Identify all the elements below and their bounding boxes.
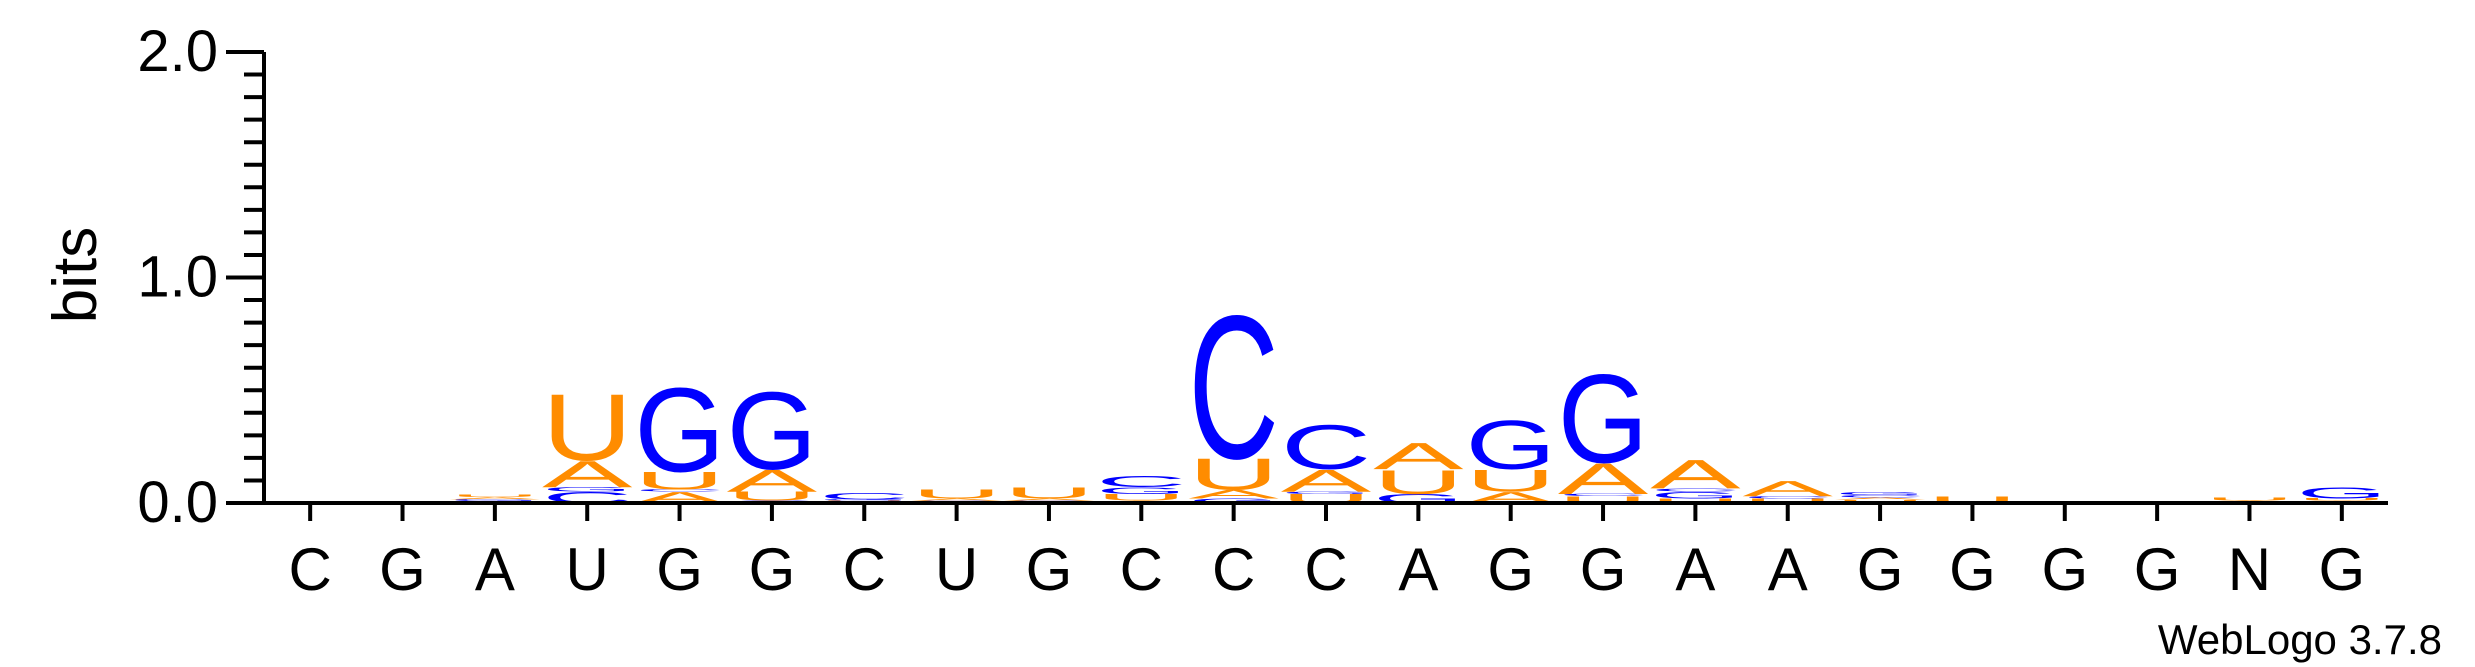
x-tick-label: G <box>1026 536 1073 603</box>
logo-letter: G <box>2297 484 2387 502</box>
logo-letter: C <box>819 491 910 502</box>
logo-stacks: CGAUCGAUACUGCUAGAUGCCGAUCGAUAUGCGAUCUGAC… <box>450 272 2387 506</box>
logo-letter: U <box>450 494 541 498</box>
x-tick-label: G <box>1949 536 1996 603</box>
logo-letter: G <box>634 364 724 498</box>
logo-letter: A <box>1281 463 1372 498</box>
x-tick-label: G <box>379 536 426 603</box>
logo-letter: U <box>1373 463 1464 501</box>
logo-letter: U <box>542 375 633 481</box>
y-tick-label: 1.0 <box>137 245 218 310</box>
logo-stack: CUAG <box>727 370 818 504</box>
logo-letter: U <box>1465 463 1556 498</box>
x-tick-label: G <box>1857 536 1904 603</box>
logo-letter: G <box>1558 348 1648 489</box>
x-tick-label: U <box>935 536 978 603</box>
logo-stack: UCA <box>1742 476 1833 504</box>
logo-stack: AUG <box>1465 407 1556 506</box>
logo-letter: U <box>911 487 1002 501</box>
x-tick-label: U <box>566 536 609 603</box>
y-tick-label: 0.0 <box>137 470 218 535</box>
logo-letter: G <box>819 499 909 501</box>
logo-letter: U <box>727 489 818 503</box>
x-tick-label: C <box>1120 536 1163 603</box>
logo-letter: A <box>1558 455 1649 504</box>
logo-letter: A <box>1835 497 1925 501</box>
logo-letter: A <box>1188 487 1280 501</box>
logo-letter: U <box>1650 497 1741 504</box>
logo-stack: GUA <box>1373 435 1464 505</box>
x-tick-label: C <box>1304 536 1347 603</box>
logo-letter: C <box>1096 473 1187 491</box>
logo-letter: A <box>450 497 540 501</box>
x-tick-label: G <box>1580 536 1627 603</box>
logo-letter: U <box>2204 496 2295 501</box>
logo-letter: U <box>1742 497 1833 504</box>
y-tick-label: 2.0 <box>137 19 218 84</box>
logo-letter: A <box>542 453 633 495</box>
logo-letter: G <box>450 499 540 502</box>
logo-letter: U <box>1927 494 2018 505</box>
logo-letter: U <box>1004 484 1095 502</box>
logo-letter: A <box>1004 498 1094 502</box>
logo-letter: C <box>1188 272 1279 501</box>
y-axis: 0.0 1.0 2.0 <box>137 19 266 535</box>
logo-letter: A <box>1650 452 1741 498</box>
logo-stack: AUGC <box>1096 473 1187 504</box>
logo-letter: A <box>1373 435 1464 477</box>
logo-letter: G <box>1096 486 1186 497</box>
x-tick-label: G <box>2318 536 2365 603</box>
logo-letter: C <box>1650 487 1741 492</box>
logo-letter: G <box>727 370 817 494</box>
x-tick-label: G <box>1487 536 1534 603</box>
x-tick-label: A <box>1768 536 1808 603</box>
logo-letter: C <box>1281 413 1372 483</box>
logo-letter: U <box>634 467 725 495</box>
logo-letter: G <box>1650 490 1740 501</box>
logo-letter: U <box>2297 498 2388 502</box>
logo-letter: G <box>1465 407 1555 484</box>
logo-letter: G <box>1281 491 1371 494</box>
logo-stack: U <box>1927 494 2018 505</box>
x-tick-label: G <box>749 536 796 603</box>
x-tick-label: A <box>1398 536 1438 603</box>
x-tick-label: C <box>289 536 332 603</box>
logo-letter: U <box>1188 450 1279 499</box>
logo-letter: A <box>911 498 1001 502</box>
logo-letter: A <box>727 463 818 498</box>
logo-letter: C <box>1558 493 1649 497</box>
x-tick-label: G <box>656 536 703 603</box>
x-tick-label: C <box>843 536 886 603</box>
x-tick-label: A <box>475 536 515 603</box>
weblogo-version-label: WebLogo 3.7.8 <box>2158 616 2442 663</box>
x-tick-label: A <box>1675 536 1715 603</box>
logo-letter: G <box>1835 491 1925 496</box>
logo-letter: A <box>1742 476 1833 501</box>
logo-letter: U <box>1558 494 1649 505</box>
logo-stack: AUG <box>2297 484 2388 503</box>
x-tick-label: N <box>2228 536 2271 603</box>
logo-letter: C <box>1742 496 1833 500</box>
x-tick-label: G <box>2134 536 2181 603</box>
logo-letter: C <box>634 489 725 493</box>
x-tick-label: C <box>1212 536 1255 603</box>
logo-letter: G <box>542 486 632 493</box>
logo-letter: U <box>1096 492 1187 503</box>
y-axis-label: bits <box>41 227 110 323</box>
logo-letter: G <box>1188 497 1278 504</box>
x-tick-label: G <box>2041 536 2088 603</box>
logo-letter: C <box>1835 495 1926 499</box>
